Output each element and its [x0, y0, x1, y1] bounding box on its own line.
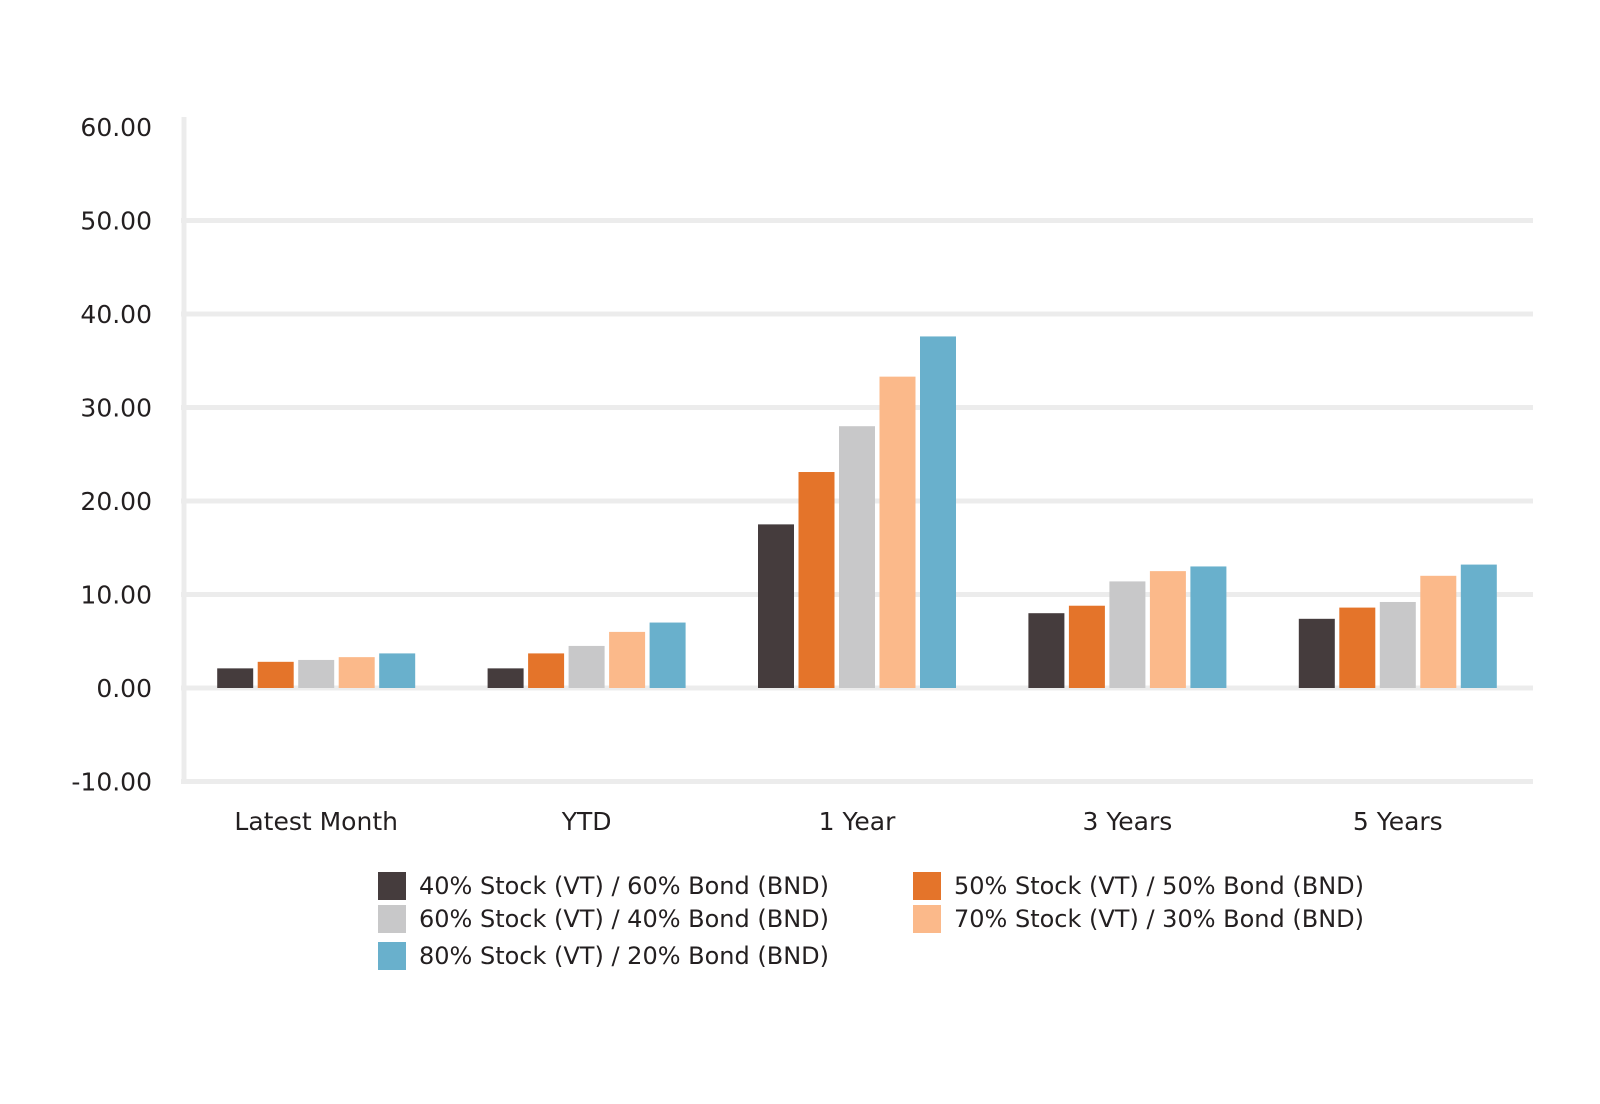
bar — [1028, 613, 1065, 688]
x-axis-tick-labels: Latest Month YTD 1 Year 3 Years 5 Years — [234, 807, 1442, 836]
y-tick-label: 20.00 — [80, 487, 152, 516]
bar — [1068, 605, 1105, 688]
bar — [920, 336, 956, 688]
bar — [379, 653, 416, 688]
y-axis-tick-labels: 60.00 50.00 40.00 30.00 20.00 10.00 0.00 -10.00 — [71, 113, 152, 797]
bar — [649, 622, 686, 688]
bars — [217, 336, 1497, 688]
legend-item-series-3: 60% Stock (VT) / 40% Bond (BND) — [378, 905, 829, 933]
bar — [1109, 581, 1146, 688]
x-tick-label: 5 Years — [1353, 807, 1443, 836]
bar — [217, 668, 254, 688]
bar — [1379, 601, 1416, 688]
bar — [1460, 564, 1497, 688]
bar — [257, 661, 294, 688]
legend-label: 50% Stock (VT) / 50% Bond (BND) — [954, 872, 1364, 900]
bar — [1149, 571, 1186, 688]
legend-label: 80% Stock (VT) / 20% Bond (BND) — [419, 942, 829, 970]
bar — [1339, 607, 1376, 688]
legend-swatch — [913, 905, 941, 933]
legend-item-series-4: 70% Stock (VT) / 30% Bond (BND) — [913, 905, 1364, 933]
legend-label: 70% Stock (VT) / 30% Bond (BND) — [954, 905, 1364, 933]
bar — [1420, 575, 1457, 688]
y-tick-label: 60.00 — [80, 113, 152, 142]
bar — [568, 645, 605, 688]
legend-swatch — [378, 905, 406, 933]
bar — [338, 657, 375, 688]
y-tick-label: 40.00 — [80, 300, 152, 329]
legend-item-series-1: 40% Stock (VT) / 60% Bond (BND) — [378, 872, 829, 900]
y-tick-label: 50.00 — [80, 207, 152, 236]
x-tick-label: YTD — [561, 807, 612, 836]
bar — [1298, 618, 1335, 688]
bar — [839, 426, 875, 688]
legend: 40% Stock (VT) / 60% Bond (BND) 50% Stoc… — [378, 872, 1378, 972]
legend-swatch — [913, 872, 941, 900]
bar — [758, 524, 794, 688]
bar — [798, 472, 835, 688]
legend-item-series-5: 80% Stock (VT) / 20% Bond (BND) — [378, 942, 829, 970]
bar — [1190, 566, 1227, 688]
bar — [609, 631, 646, 688]
y-tick-label: 10.00 — [80, 581, 152, 610]
legend-label: 60% Stock (VT) / 40% Bond (BND) — [419, 905, 829, 933]
x-tick-label: 1 Year — [819, 807, 897, 836]
bar — [879, 376, 916, 688]
y-tick-label: 0.00 — [96, 674, 152, 703]
bar — [298, 659, 335, 688]
y-tick-label: -10.00 — [71, 768, 152, 797]
bar — [487, 668, 524, 688]
legend-swatch — [378, 942, 406, 970]
x-tick-label: 3 Years — [1082, 807, 1172, 836]
legend-swatch — [378, 872, 406, 900]
x-tick-label: Latest Month — [234, 807, 398, 836]
bar — [528, 653, 565, 688]
legend-item-series-2: 50% Stock (VT) / 50% Bond (BND) — [913, 872, 1364, 900]
legend-label: 40% Stock (VT) / 60% Bond (BND) — [419, 872, 829, 900]
y-tick-label: 30.00 — [80, 394, 152, 423]
